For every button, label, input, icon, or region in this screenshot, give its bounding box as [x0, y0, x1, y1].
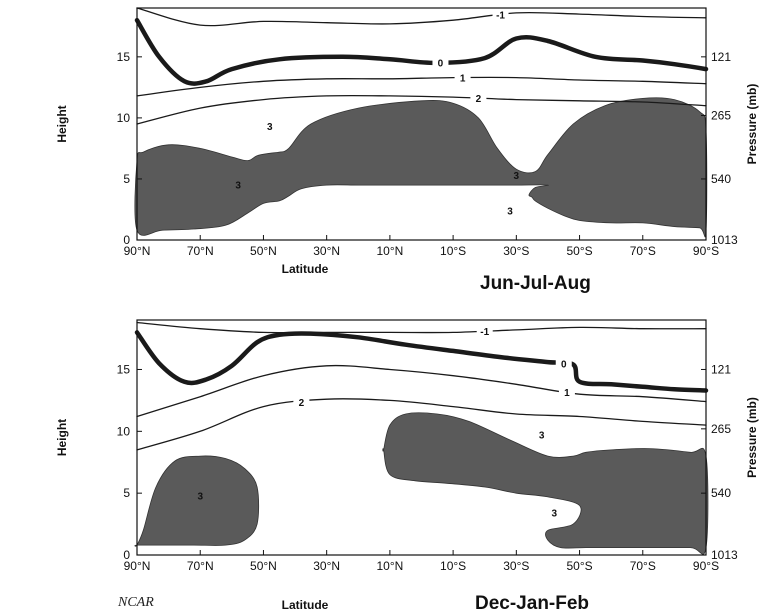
- x-axis-title: Latitude: [282, 262, 329, 276]
- y-tick-label: 5: [123, 172, 130, 186]
- x-tick-label: 90°N: [124, 244, 151, 258]
- contour-label-layer: 3 3 -1 0 1 2 3: [197, 325, 575, 520]
- contour-label-bg: [293, 396, 310, 409]
- plot-frame: [136, 7, 707, 241]
- x-tick-label: 10°N: [376, 559, 403, 573]
- y2-tick-label: 1013: [711, 233, 738, 247]
- x-tick-label: 50°N: [250, 244, 277, 258]
- y-tick-label: 15: [117, 362, 131, 376]
- y-axis-title: Height: [55, 419, 69, 456]
- x-tick-label: 90°S: [693, 244, 719, 258]
- x-tick-label: 70°S: [630, 244, 656, 258]
- x-tick-label: 70°S: [630, 559, 656, 573]
- y-tick-label: 0: [123, 233, 130, 247]
- x-tick-label: 10°S: [440, 244, 466, 258]
- contour-label: 3: [267, 122, 273, 133]
- tick-layer: 90°N 70°N 50°N 30°N 10°N 10°S 30°S 50°S 70°S 90°S…: [117, 50, 738, 258]
- y2-tick-label: 540: [711, 486, 731, 500]
- contour-line-1: [136, 364, 707, 418]
- x-tick-label: 30°S: [503, 244, 529, 258]
- season-label: Dec-Jan-Feb: [475, 593, 589, 614]
- contour-layer: [134, 7, 709, 125]
- contour-line--1: [136, 7, 707, 27]
- x-tick-label: 30°N: [313, 244, 340, 258]
- y2-tick-label: 121: [711, 50, 731, 64]
- contour-label: 2: [299, 398, 305, 409]
- contour-label: -1: [480, 327, 489, 338]
- x-tick-label: 10°S: [440, 559, 466, 573]
- ncar-credit: NCAR: [117, 595, 154, 610]
- contour-layer: [134, 321, 709, 451]
- contour-label: 3: [235, 181, 241, 192]
- y-axis-title: Height: [55, 105, 69, 142]
- x-tick-label: 70°N: [187, 244, 214, 258]
- contour-label: 1: [460, 74, 466, 85]
- y2-axis-title: Pressure (mb): [745, 84, 759, 165]
- contour-label: 3: [507, 206, 513, 217]
- x-tick-label: 30°N: [313, 559, 340, 573]
- contour-label-bg: [476, 325, 493, 338]
- contour-label: 0: [561, 360, 567, 371]
- contour-line-0: [134, 330, 709, 393]
- contour-line-1: [136, 76, 707, 97]
- season-label: Jun-Jul-Aug: [480, 273, 591, 294]
- shaded-region-0: [134, 455, 260, 547]
- contour-line-2: [136, 398, 707, 451]
- y-tick-label: 0: [123, 548, 130, 562]
- shaded-region-label: 3: [514, 171, 520, 182]
- x-tick-label: 10°N: [376, 244, 403, 258]
- contour-label: 0: [438, 59, 444, 70]
- x-tick-label: 50°S: [566, 559, 592, 573]
- shaded-region-label: 3: [197, 491, 203, 502]
- y2-tick-label: 265: [711, 108, 731, 122]
- contour-label-layer: 3 -1 0 12 3 3 3: [235, 8, 520, 217]
- x-tick-label: 50°S: [566, 244, 592, 258]
- x-tick-label: 30°S: [503, 559, 529, 573]
- y2-tick-label: 1013: [711, 548, 738, 562]
- shaded-region-label: 3: [539, 431, 545, 442]
- contour-label: 3: [551, 509, 557, 520]
- y2-tick-label: 265: [711, 422, 731, 436]
- x-tick-label: 90°N: [124, 559, 151, 573]
- contour-line-0: [134, 17, 709, 86]
- contour-label: 2: [476, 94, 482, 105]
- shaded-region-1: [382, 412, 709, 555]
- y-tick-label: 10: [117, 424, 131, 438]
- shaded-region-0: [134, 97, 708, 238]
- contour-line-2: [136, 94, 707, 125]
- contour-label: 1: [564, 388, 570, 399]
- contour-label-bg: [470, 92, 487, 105]
- contour-label-bg: [555, 357, 572, 370]
- contour-line--1: [136, 321, 707, 334]
- x-tick-label: 90°S: [693, 559, 719, 573]
- y2-tick-label: 540: [711, 172, 731, 186]
- contour-label-bg: [492, 8, 509, 21]
- shaded-region-layer: [134, 412, 709, 555]
- contour-label-bg: [432, 56, 449, 69]
- x-tick-label: 70°N: [187, 559, 214, 573]
- y-tick-label: 10: [117, 111, 131, 125]
- y2-axis-title: Pressure (mb): [745, 397, 759, 478]
- y2-tick-label: 121: [711, 362, 731, 376]
- contour-label-bg: [454, 71, 471, 84]
- y-tick-label: 15: [117, 50, 131, 64]
- y-tick-label: 5: [123, 486, 130, 500]
- shaded-region-layer: [134, 97, 708, 238]
- plot-frame: [136, 319, 707, 556]
- chart-panel-djf: 3 3 -1 0 1 2 3 90°N 70°N 50°N 30°N 10°N 10°S 30°S 50°…: [55, 319, 759, 614]
- x-tick-label: 50°N: [250, 559, 277, 573]
- contour-label: -1: [496, 11, 505, 22]
- tick-layer: 90°N 70°N 50°N 30°N 10°N 10°S 30°S 50°S 70°S 90°S…: [117, 362, 738, 573]
- x-axis-title: Latitude: [282, 598, 329, 612]
- contour-label-bg: [558, 386, 575, 399]
